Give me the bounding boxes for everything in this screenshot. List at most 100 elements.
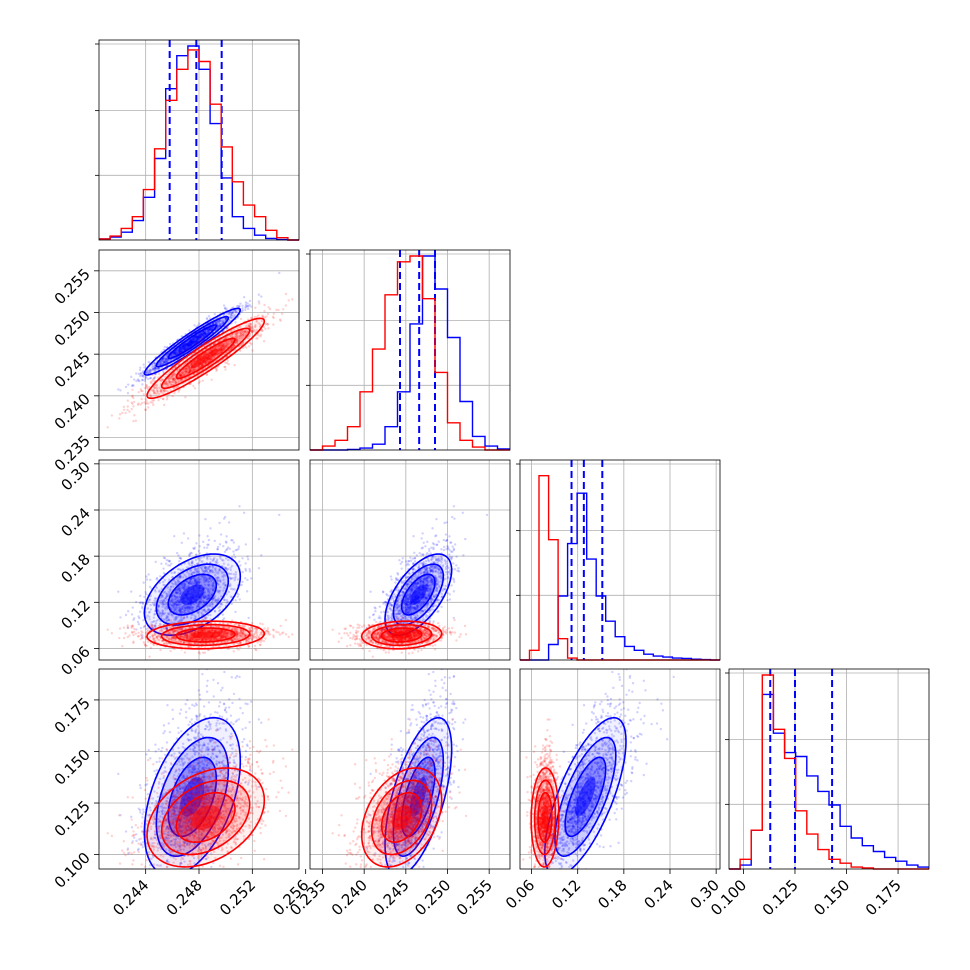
scatter-point [149,381,153,385]
scatter-point [172,352,175,355]
scatter-point [144,592,148,596]
scatter-point [130,401,133,404]
scatter-point [188,553,191,556]
scatter-point [131,606,134,609]
scatter-point [161,357,165,361]
scatter-point [206,543,209,546]
scatter-point [219,346,223,349]
scatter-point [225,344,228,348]
scatter-point [151,367,155,370]
scatter-point [131,402,134,405]
scatter-point [143,379,146,382]
scatter-point [143,408,147,411]
scatter-point [162,357,165,360]
scatter-point [200,354,204,358]
scatter-point [278,271,281,275]
scatter-point [145,578,149,581]
scatter-point [243,330,247,333]
scatter-point [300,294,302,296]
scatter-point [152,403,155,407]
scatter-point [253,644,257,648]
scatter-point [188,371,191,374]
scatter-point [176,348,180,351]
scatter-point [154,560,157,564]
scatter-point [173,534,176,538]
scatter-point [173,352,177,355]
scatter-point [227,362,230,366]
scatter-point [167,358,170,362]
scatter-point [178,347,182,350]
scatter-point [231,311,235,314]
scatter-point [134,372,138,375]
scatter-point [239,332,242,335]
scatter-point [167,360,170,363]
scatter-point [218,543,222,546]
scatter-point [198,380,201,383]
scatter-point [209,327,213,330]
scatter-point [215,369,218,372]
scatter-point [207,328,210,332]
scatter-point [145,370,148,374]
scatter-point [188,369,191,372]
scatter-point [239,302,242,305]
scatter-point [154,367,157,370]
scatter-point [118,417,121,420]
scatter-point [244,301,248,304]
scatter-point [192,384,195,388]
scatter-point [230,321,233,325]
scatter-point [110,414,114,417]
scatter-point [165,346,169,349]
scatter-point [216,322,219,325]
scatter-point [132,633,135,637]
scatter-point [205,546,209,549]
scatter-point [230,313,233,317]
scatter-point [231,312,234,315]
scatter-point [153,361,156,365]
scatter-point [218,350,222,353]
scatter-point [161,359,164,362]
scatter-point [150,365,154,369]
scatter-point [164,360,168,363]
scatter-point [178,349,181,353]
scatter-point [164,380,168,384]
scatter-point [266,323,270,326]
scatter-point [179,349,182,353]
scatter-point [165,357,169,361]
scatter-point [160,359,163,362]
scatter-point [223,306,227,310]
scatter-point [139,594,142,598]
scatter-point [173,374,177,377]
scatter-point [205,373,209,376]
scatter-point [277,308,280,312]
scatter-point [251,349,254,352]
scatter-point [175,350,178,353]
scatter-point [238,560,241,563]
scatter-point [236,548,239,552]
scatter-point [204,333,207,336]
scatter-point [192,368,195,371]
scatter-point [184,347,188,351]
scatter-point [163,356,167,359]
scatter-point [204,331,208,334]
scatter-point [126,408,129,412]
scatter-point [161,358,164,361]
scatter-point [222,544,225,548]
scatter-point [222,345,226,348]
scatter-point [201,379,205,382]
scatter-point [138,380,141,383]
scatter-point [256,337,259,340]
scatter-point [247,616,250,620]
scatter-point [126,405,129,408]
scatter-point [207,328,211,331]
scatter-point [236,595,239,598]
scatter-point [130,407,133,411]
scatter-point [220,320,224,323]
scatter-point [131,384,134,387]
scatter-point [218,335,221,339]
scatter-point [174,352,178,356]
scatter-point [151,368,154,371]
scatter-point [180,350,183,353]
scatter-point [149,377,152,380]
scatter-point [212,356,216,359]
